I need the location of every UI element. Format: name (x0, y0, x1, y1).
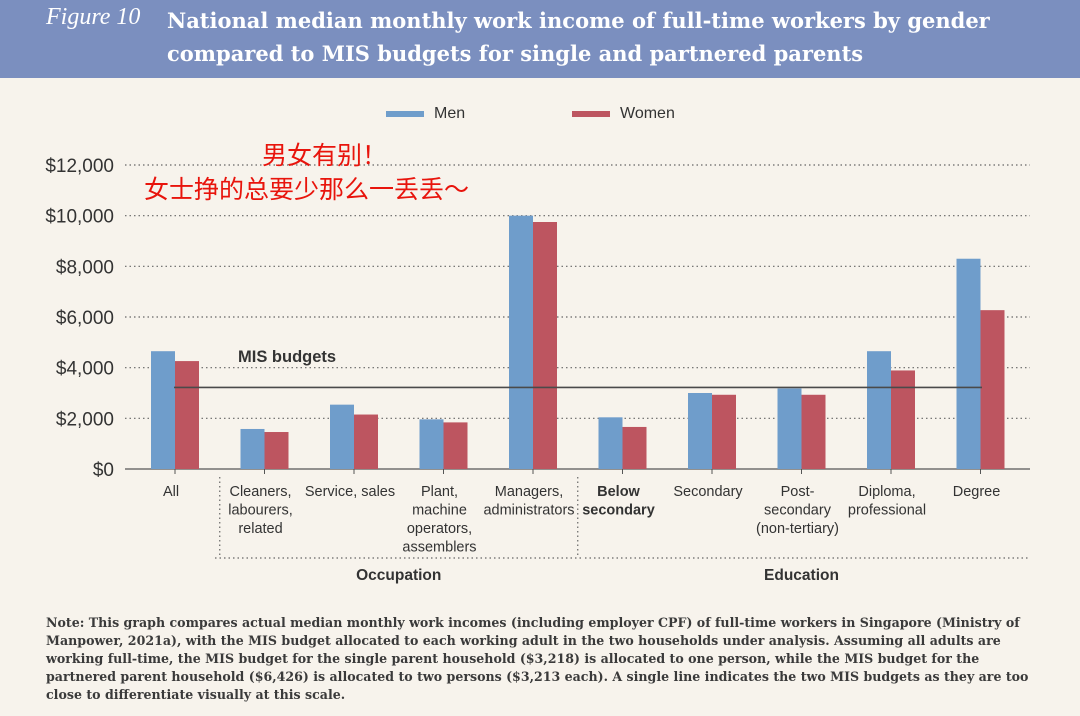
mis-budget-label: MIS budgets (238, 348, 336, 366)
bar-men (777, 388, 802, 469)
y-tick-label: $12,000 (45, 156, 114, 177)
group-label-occupation: Occupation (356, 567, 441, 584)
bar-men (240, 428, 265, 469)
bar-men (509, 215, 533, 469)
bar-men (688, 393, 712, 469)
y-tick-label: $0 (93, 460, 114, 481)
x-tick-label: machine (412, 503, 467, 519)
x-tick-label: All (163, 484, 179, 500)
x-tick-label: (non-tertiary) (756, 521, 839, 537)
legend-men: Men (386, 105, 465, 123)
bar-women (354, 414, 378, 469)
x-tick-label: professional (848, 503, 926, 519)
bar-men (419, 419, 444, 469)
bar-women (891, 370, 915, 469)
x-tick-label: Service, sales (305, 484, 395, 500)
bar-women (175, 361, 199, 469)
legend-women: Women (572, 105, 675, 123)
legend-men-label: Men (434, 105, 466, 122)
bar-women (443, 422, 468, 469)
legend-men-swatch (386, 110, 424, 117)
x-tick-label: assemblers (402, 540, 476, 556)
legend-women-swatch (572, 110, 610, 117)
x-tick-label: Degree (953, 484, 1001, 500)
x-tick-label: Managers, (495, 484, 564, 500)
x-tick-label: Post- (781, 484, 815, 500)
x-tick-label: Below (597, 484, 640, 500)
bar-women (264, 432, 289, 469)
y-tick-label: $8,000 (56, 257, 114, 278)
bar-men (330, 404, 354, 469)
x-tick-label: Cleaners, (229, 484, 291, 500)
figure-label: Figure 10 (46, 4, 141, 30)
x-tick-label: related (238, 521, 282, 537)
bar-women (712, 394, 736, 469)
bar-women (980, 310, 1005, 469)
bar-chart: $0 $2,000 $4,000 $6,000 $8,000 $10,000 $12,000… (45, 156, 1030, 584)
x-tick-label: Plant, (421, 484, 458, 500)
y-tick-label: $2,000 (56, 409, 114, 430)
bar-men (598, 417, 623, 469)
legend-women-label: Women (620, 105, 675, 122)
bar-men (151, 351, 175, 469)
figure-header: Figure 10 National median monthly work i… (0, 0, 1080, 78)
x-tick-label: secondary (582, 503, 655, 519)
y-tick-label: $4,000 (56, 359, 114, 380)
annotation-line-2: 女士挣的总要少那么一丢丢～ (144, 175, 470, 204)
annotation-line-1: 男女有别！ (262, 141, 388, 170)
y-tick-label: $10,000 (45, 207, 114, 228)
figure-title: National median monthly work income of f… (167, 8, 990, 66)
bar-women (801, 394, 826, 469)
x-tick-label: secondary (764, 503, 832, 519)
x-tick-label: Secondary (673, 484, 743, 500)
x-tick-label: Diploma, (858, 484, 915, 500)
x-tick-label: labourers, (228, 503, 292, 519)
bar-men (867, 351, 891, 469)
bar-men (956, 258, 981, 469)
bar-women (622, 426, 647, 469)
chart-note: Note: This graph compares actual median … (46, 615, 1029, 702)
bar-women (533, 222, 557, 469)
x-tick-label: administrators (483, 503, 574, 519)
group-label-education: Education (764, 567, 839, 584)
x-tick-label: operators, (407, 521, 472, 537)
y-tick-label: $6,000 (56, 308, 114, 329)
